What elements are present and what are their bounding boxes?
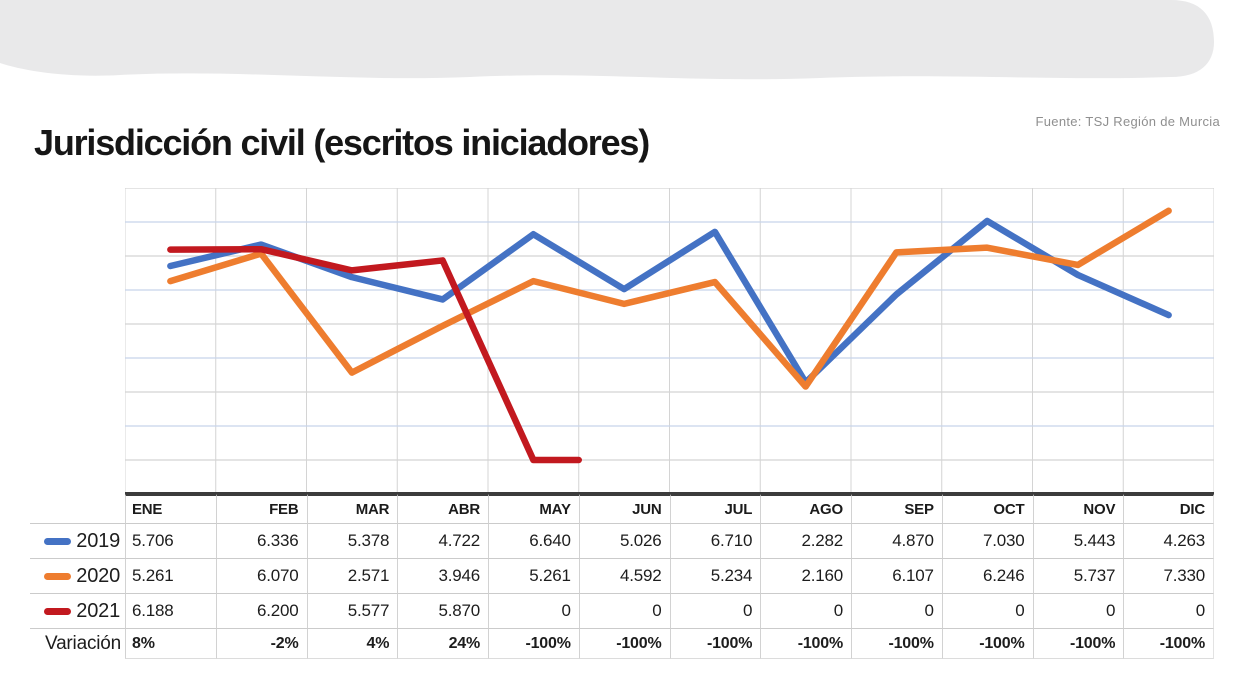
table-cell-2019-dic: 4.263 [1123, 523, 1214, 558]
month-header-jul: JUL [669, 494, 761, 523]
table-cell-2021-ago: 0 [760, 593, 851, 628]
table-cell-2020-abr: 3.946 [397, 558, 488, 593]
table-cell-2019-feb: 6.336 [215, 523, 307, 558]
legend-item-2021: 2021 [30, 593, 125, 628]
table-cell-2019-ene: 5.706 [125, 523, 216, 558]
legend-item-2019: 2019 [30, 523, 125, 558]
legend-swatch-2019 [44, 537, 72, 545]
table-cell-2021-jul: 0 [669, 593, 761, 628]
table-cell-2021-abr: 5.870 [397, 593, 488, 628]
legend-item-2020: 2020 [30, 558, 125, 593]
table-cell-2020-mar: 2.571 [306, 558, 398, 593]
month-header-ago: AGO [760, 494, 851, 523]
table-cell-Variación-feb: -2% [215, 628, 307, 659]
table-cell-Variación-jul: -100% [669, 628, 761, 659]
source-attribution: Fuente: TSJ Región de Murcia [1035, 114, 1220, 129]
series-lines [167, 207, 1172, 464]
table-cell-Variación-mar: 4% [306, 628, 398, 659]
table-cell-2021-mar: 5.577 [306, 593, 398, 628]
table-cell-Variación-ago: -100% [760, 628, 851, 659]
table-cell-2019-jul: 6.710 [669, 523, 761, 558]
legend-header-spacer [30, 494, 125, 523]
vertical-gridlines [125, 188, 1214, 494]
row-label-text: Variación [45, 633, 121, 654]
table-cell-2019-nov: 5.443 [1032, 523, 1124, 558]
table-cell-2021-nov: 0 [1032, 593, 1124, 628]
month-header-feb: FEB [215, 494, 307, 523]
table-cell-Variación-may: -100% [488, 628, 579, 659]
table-cell-2021-may: 0 [488, 593, 579, 628]
series-line-2020 [167, 207, 1172, 390]
table-cell-Variación-dic: -100% [1123, 628, 1214, 659]
table-cell-2020-sep: 6.107 [851, 558, 942, 593]
table-cell-Variación-ene: 8% [125, 628, 216, 659]
line-chart [125, 188, 1214, 494]
table-cell-Variación-abr: 24% [397, 628, 488, 659]
table-cell-2019-mar: 5.378 [306, 523, 398, 558]
table-cell-2020-jun: 4.592 [578, 558, 670, 593]
table-cell-Variación-oct: -100% [941, 628, 1033, 659]
table-cell-2021-feb: 6.200 [215, 593, 307, 628]
month-header-abr: ABR [397, 494, 488, 523]
month-header-nov: NOV [1032, 494, 1124, 523]
legend-swatch-2021 [44, 607, 72, 615]
table-cell-2021-jun: 0 [578, 593, 670, 628]
month-header-may: MAY [488, 494, 579, 523]
month-header-mar: MAR [306, 494, 398, 523]
table-cell-2019-sep: 4.870 [851, 523, 942, 558]
table-cell-2020-may: 5.261 [488, 558, 579, 593]
series-line-2021 [167, 245, 582, 464]
table-cell-Variación-nov: -100% [1032, 628, 1124, 659]
month-header-sep: SEP [851, 494, 942, 523]
month-header-oct: OCT [941, 494, 1033, 523]
table-cell-Variación-sep: -100% [851, 628, 942, 659]
month-header-ene: ENE [125, 494, 216, 523]
table-cell-2020-feb: 6.070 [215, 558, 307, 593]
table-cell-2019-jun: 5.026 [578, 523, 670, 558]
table-cell-2020-ago: 2.160 [760, 558, 851, 593]
row-label-text: 2021 [76, 599, 120, 622]
row-label-text: 2020 [76, 564, 120, 587]
month-header-dic: DIC [1123, 494, 1214, 523]
table-cell-2020-oct: 6.246 [941, 558, 1033, 593]
table-cell-2019-may: 6.640 [488, 523, 579, 558]
table-cell-2019-ago: 2.282 [760, 523, 851, 558]
data-table: ENE FEB MAR ABR MAY JUN JUL AGO SEP OCT NOV DIC 2019… [30, 494, 1214, 659]
table-cell-2021-ene: 6.188 [125, 593, 216, 628]
legend-swatch-2020 [44, 572, 72, 580]
header-band-decoration [0, 0, 1214, 80]
torn-paper-shape [0, 0, 1214, 80]
table-cell-2020-jul: 5.234 [669, 558, 761, 593]
variacion-row-label: Variación [30, 628, 125, 659]
series-line-2019 [167, 217, 1172, 386]
table-cell-2021-dic: 0 [1123, 593, 1214, 628]
table-cell-Variación-jun: -100% [578, 628, 670, 659]
table-cell-2020-ene: 5.261 [125, 558, 216, 593]
month-header-jun: JUN [578, 494, 670, 523]
table-cell-2019-oct: 7.030 [941, 523, 1033, 558]
table-cell-2021-oct: 0 [941, 593, 1033, 628]
page-title: Jurisdicción civil (escritos iniciadores… [34, 122, 650, 164]
table-cell-2019-abr: 4.722 [397, 523, 488, 558]
table-cell-2020-dic: 7.330 [1123, 558, 1214, 593]
table-cell-2020-nov: 5.737 [1032, 558, 1124, 593]
table-cell-2021-sep: 0 [851, 593, 942, 628]
row-label-text: 2019 [76, 529, 120, 552]
